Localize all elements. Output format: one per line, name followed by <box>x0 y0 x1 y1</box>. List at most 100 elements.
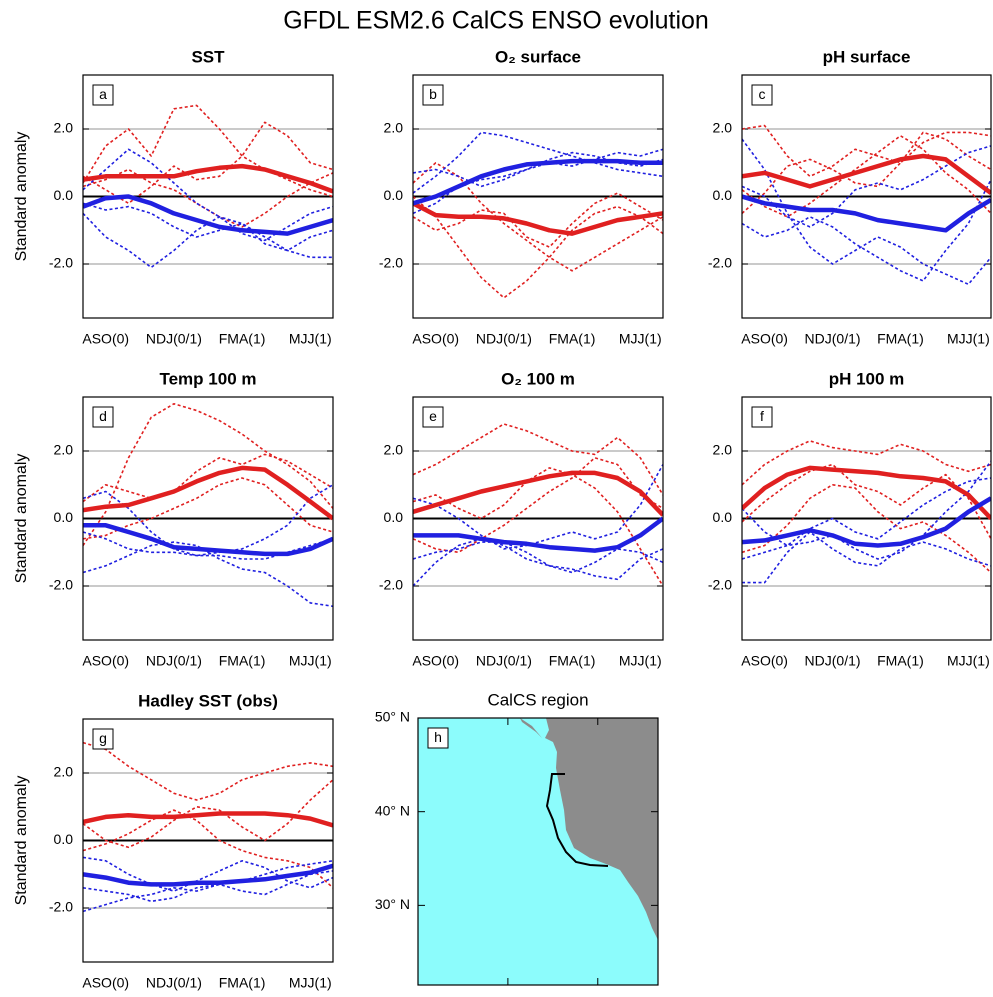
mean-line <box>742 194 991 233</box>
x-tick-label: NDJ(0/1) <box>146 975 202 991</box>
panel-label-box <box>427 727 449 749</box>
member-line <box>742 531 991 584</box>
panel-label-box <box>751 84 773 106</box>
mean-line <box>742 465 991 521</box>
panel-label: g <box>99 730 107 746</box>
y-tick-label: 0.0 <box>54 831 74 847</box>
y-tick-label: 30° N <box>375 896 410 912</box>
member-line <box>83 809 333 889</box>
member-line <box>83 541 333 608</box>
x-tick-label: MJJ(1) <box>619 331 662 347</box>
y-tick-label: 0.0 <box>54 509 74 525</box>
series-group <box>413 131 663 299</box>
member-line <box>83 403 333 546</box>
member-line <box>413 423 663 496</box>
panel-label-box <box>92 728 114 750</box>
y-tick-label: 2.0 <box>54 442 74 458</box>
y-axis-label: Standard anomaly <box>13 776 30 906</box>
mean-line <box>83 465 333 521</box>
x-tick-label: MJJ(1) <box>947 331 990 347</box>
member-line <box>742 145 991 228</box>
member-line <box>83 202 333 252</box>
x-tick-label: ASO(0) <box>741 331 788 347</box>
x-tick-label: FMA(1) <box>219 653 266 669</box>
member-line <box>83 741 333 801</box>
member-line <box>83 477 333 540</box>
x-tick-label: FMA(1) <box>549 331 596 347</box>
member-line <box>742 135 991 218</box>
plot-frame <box>412 396 664 641</box>
y-tick-label: 0.0 <box>384 509 404 525</box>
mean-line <box>83 811 333 828</box>
x-tick-label: 140° W <box>395 994 442 997</box>
series-group <box>413 423 663 587</box>
panel-title: Hadley SST (obs) <box>138 691 278 710</box>
x-tick-label: NDJ(0/1) <box>805 331 861 347</box>
y-tick-label: 2.0 <box>713 120 733 136</box>
member-line <box>742 463 991 540</box>
member-line <box>83 779 333 849</box>
y-tick-label: 2.0 <box>384 120 404 136</box>
panel-label-box <box>422 406 444 428</box>
member-line <box>742 124 991 178</box>
x-tick-label: FMA(1) <box>877 653 924 669</box>
y-tick-label: 0.0 <box>713 509 733 525</box>
x-tick-label: FMA(1) <box>877 331 924 347</box>
plot-frame <box>412 74 664 319</box>
gulf <box>640 905 652 936</box>
mean-line <box>742 496 991 548</box>
member-line <box>83 531 333 560</box>
x-tick-label: ASO(0) <box>82 331 129 347</box>
member-line <box>83 121 333 205</box>
member-line <box>742 484 991 574</box>
panel-label: e <box>429 408 437 424</box>
member-line <box>413 464 663 550</box>
mean-line <box>83 523 333 557</box>
x-tick-label: MJJ(1) <box>289 975 332 991</box>
x-tick-label: FMA(1) <box>549 653 596 669</box>
member-line <box>83 453 333 503</box>
map-layer <box>418 718 658 985</box>
y-axis-label: Standard anomaly <box>13 132 30 262</box>
x-tick-label: MJJ(1) <box>289 653 332 669</box>
member-line <box>742 460 991 560</box>
mean-line <box>413 470 663 517</box>
series-group <box>742 440 991 584</box>
mean-line <box>83 163 333 194</box>
plot-frame <box>741 396 992 641</box>
y-tick-label: -2.0 <box>708 255 732 271</box>
member-line <box>83 860 333 913</box>
island <box>520 718 542 738</box>
panel-label-box <box>751 406 773 428</box>
member-line <box>413 148 663 188</box>
plot-frame <box>417 717 659 986</box>
x-tick-label: NDJ(0/1) <box>146 653 202 669</box>
member-line <box>83 104 333 198</box>
panel-title: O₂ 100 m <box>501 369 575 388</box>
mean-line <box>83 863 333 887</box>
member-line <box>83 870 333 903</box>
x-tick-label: NDJ(0/1) <box>476 331 532 347</box>
series-group <box>83 403 333 608</box>
mean-line <box>413 158 663 206</box>
y-tick-label: 0.0 <box>713 187 733 203</box>
y-tick-label: -2.0 <box>49 255 73 271</box>
x-tick-label: MJJ(1) <box>619 653 662 669</box>
figure-title: GFDL ESM2.6 CalCS ENSO evolution <box>283 7 709 35</box>
panel-label-box <box>422 84 444 106</box>
panel-label: f <box>760 408 764 424</box>
x-tick-label: ASO(0) <box>412 331 459 347</box>
panel-title: O₂ surface <box>495 47 581 66</box>
panel-title: CalCS region <box>487 690 588 709</box>
mean-line <box>413 201 663 236</box>
plot-frame <box>82 396 334 641</box>
member-line <box>413 467 663 587</box>
panel-title: Temp 100 m <box>159 369 256 388</box>
y-tick-label: -2.0 <box>49 577 73 593</box>
panel-title: pH surface <box>823 47 911 66</box>
x-tick-label: 130° W <box>485 994 532 997</box>
panel-label-box <box>92 84 114 106</box>
panel-label: a <box>99 86 107 102</box>
series-group <box>742 124 991 286</box>
